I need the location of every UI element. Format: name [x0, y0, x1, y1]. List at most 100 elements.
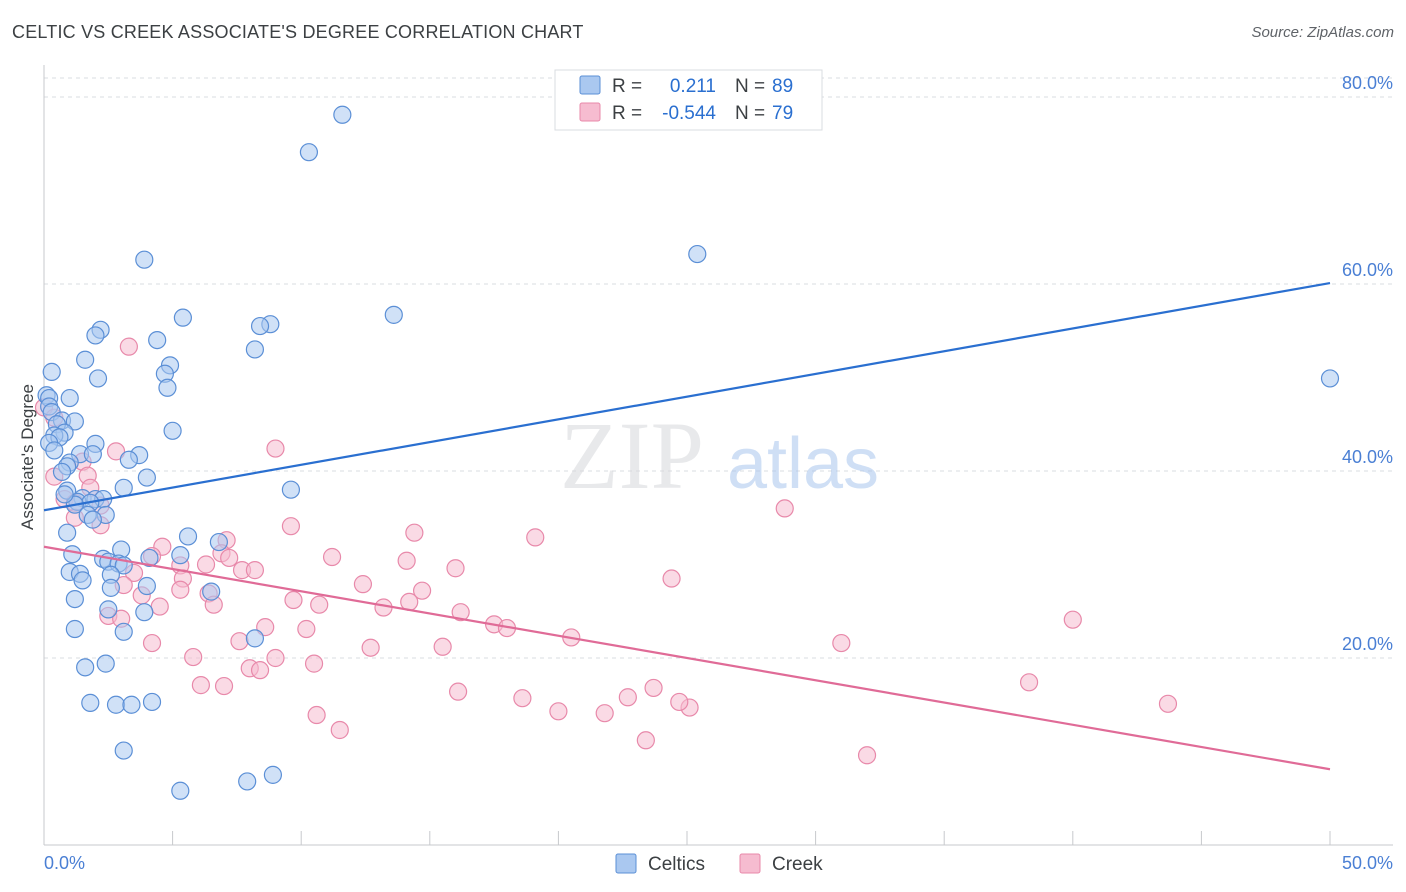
bottom-legend-celtics-swatch	[615, 853, 637, 874]
creek-point	[230, 632, 249, 651]
creek-point	[451, 603, 470, 622]
creek-point	[832, 633, 851, 653]
celtics-point	[202, 582, 221, 601]
creek-point	[281, 517, 301, 536]
creek-point	[857, 746, 877, 765]
legend-creek-n-label: N =	[735, 103, 765, 124]
creek-point	[526, 528, 545, 547]
legend-creek-r-label: R =	[612, 103, 642, 124]
celtics-point	[281, 480, 301, 499]
bottom-legend-creek-swatch	[739, 853, 761, 874]
celtics-point	[137, 468, 156, 487]
celtics-trend-line	[43, 281, 1331, 512]
bottom-legend-celtics-label: Celtics	[648, 854, 705, 875]
celtics-point	[178, 527, 198, 546]
axes	[43, 65, 1393, 846]
creek-point	[150, 597, 169, 616]
y-axis-title: Associate's Degree	[18, 384, 37, 530]
celtics-point	[76, 350, 95, 369]
celtics-point	[163, 421, 182, 440]
creek-point	[644, 678, 663, 698]
creek-point	[214, 676, 234, 696]
creek-point	[636, 731, 655, 750]
creek-point	[284, 590, 303, 610]
celtics-point	[114, 741, 133, 760]
celtics-point	[299, 143, 319, 162]
celtics-point	[58, 523, 77, 542]
creek-point	[184, 647, 203, 667]
tick-labels: 20.0% 40.0% 60.0% 80.0% 0.0% 50.0%	[44, 73, 1393, 873]
celtics-point	[101, 578, 120, 597]
series-legend: Celtics Creek	[615, 853, 823, 875]
celtics-point	[122, 695, 141, 714]
celtics-point	[65, 619, 84, 639]
celtics-point	[52, 462, 72, 482]
celtics-point	[96, 654, 115, 673]
celtics-point	[55, 485, 74, 504]
creek-point	[304, 654, 324, 673]
creek-point	[448, 682, 468, 701]
creek-point	[171, 580, 190, 599]
correlation-legend: R = 0.211 N = 89 R = -0.544 N = 79	[554, 69, 823, 131]
celtics-point	[114, 478, 133, 497]
x-tick-label-min: 0.0%	[44, 853, 85, 873]
creek-point	[662, 569, 681, 588]
legend-creek-n-value: 79	[772, 103, 793, 124]
creek-point	[119, 337, 138, 356]
source-label: Source: ZipAtlas.com	[1251, 24, 1394, 41]
celtics-point	[42, 362, 61, 381]
creek-point	[412, 581, 432, 600]
celtics-point	[384, 305, 403, 324]
celtics-point	[88, 369, 108, 388]
celtics-point	[158, 378, 177, 397]
celtics-point	[73, 571, 92, 590]
creek-point	[595, 704, 614, 723]
creek-point	[1063, 610, 1082, 629]
creek-trend-line	[43, 545, 1331, 771]
celtics-point	[86, 326, 105, 345]
creek-point	[196, 555, 216, 574]
creek-point	[361, 638, 380, 657]
creek-point	[433, 637, 452, 656]
y-tick-label-40: 40.0%	[1342, 447, 1393, 467]
creek-point	[297, 619, 316, 639]
legend-celtics-n-label: N =	[735, 76, 765, 97]
x-tick-label-max: 50.0%	[1342, 853, 1393, 873]
creek-point	[775, 499, 794, 518]
celtics-point	[142, 692, 162, 712]
creek-point	[397, 551, 416, 570]
chart-title: CELTIC VS CREEK ASSOCIATE'S DEGREE CORRE…	[12, 22, 584, 42]
creek-point	[266, 648, 285, 668]
legend-celtics-r-value: 0.211	[670, 76, 716, 97]
celtics-point	[63, 545, 82, 564]
celtics-point	[65, 589, 84, 609]
celtics-point	[333, 105, 352, 124]
y-tick-label-80: 80.0%	[1342, 73, 1393, 93]
creek-point	[310, 595, 329, 614]
celtics-point	[148, 331, 167, 350]
creek-point	[266, 439, 285, 458]
creek-point	[618, 688, 637, 707]
celtics-point	[140, 548, 159, 568]
celtics-point	[45, 441, 64, 460]
creek-point	[549, 702, 568, 721]
creek-point	[106, 442, 126, 461]
legend-creek-swatch	[579, 102, 601, 122]
y-tick-label-20: 20.0%	[1342, 634, 1393, 654]
watermark: ZIP atlas	[560, 402, 879, 509]
creek-point	[670, 692, 689, 712]
celtics-point	[209, 532, 228, 552]
celtics-point	[171, 546, 190, 565]
celtics-point	[137, 576, 156, 596]
celtics-point	[250, 316, 270, 336]
creek-point	[353, 575, 373, 594]
celtics-point	[245, 629, 265, 648]
celtics-point	[245, 340, 265, 359]
celtics-point	[83, 445, 102, 464]
creek-point	[446, 559, 465, 578]
celtics-point	[263, 765, 283, 784]
celtics-points	[37, 105, 1340, 800]
creek-point	[191, 676, 210, 695]
celtics-point	[76, 658, 95, 677]
